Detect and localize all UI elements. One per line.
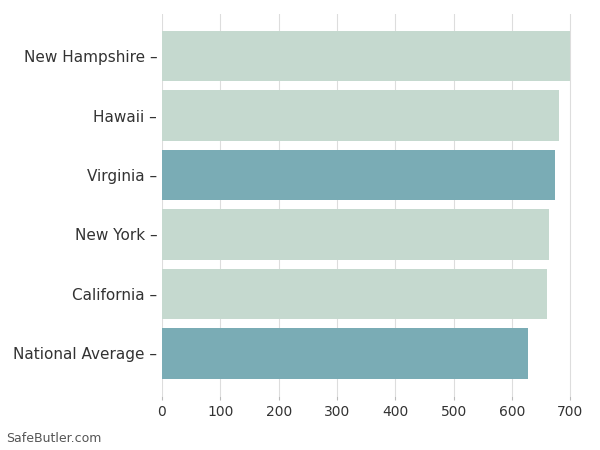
Bar: [162, 269, 547, 319]
Bar: [162, 31, 571, 81]
Bar: [162, 90, 559, 141]
Text: SafeButler.com: SafeButler.com: [6, 432, 101, 446]
Bar: [162, 328, 529, 378]
Bar: [162, 209, 550, 260]
Bar: [162, 150, 554, 200]
